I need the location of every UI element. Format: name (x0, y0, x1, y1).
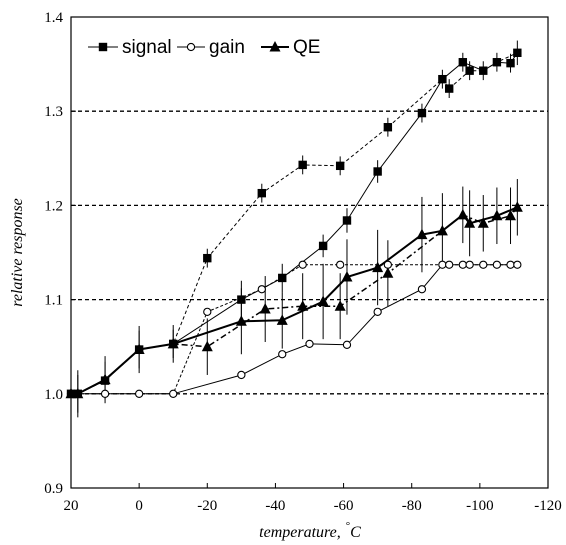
qe-line (71, 206, 518, 395)
signal-point (438, 74, 447, 84)
signal-point (492, 58, 502, 67)
gain-point (373, 307, 382, 316)
gain-point (438, 260, 447, 269)
legend-label-gain: gain (209, 37, 245, 58)
signal-point (506, 58, 515, 68)
QE-point (334, 300, 346, 311)
QE-point (341, 270, 353, 282)
QE-point (477, 217, 489, 228)
gain-point (417, 285, 427, 294)
QE-point (276, 314, 288, 325)
signal-point (342, 216, 352, 225)
gain-point (305, 339, 314, 349)
signal-point (417, 108, 427, 118)
signal-point (373, 167, 382, 176)
legend-marker-signal (98, 42, 108, 52)
x-tick-label: 20 (64, 498, 79, 514)
QE-point (72, 387, 84, 399)
gain-point (492, 260, 502, 269)
gain-point (257, 285, 266, 294)
QE-point (436, 224, 448, 236)
y-tick-label: 1.1 (44, 293, 63, 309)
signal-point (203, 253, 212, 263)
gain-point (465, 260, 474, 269)
y-tick-label: 1.3 (44, 104, 63, 120)
x-tick-label: 0 (135, 498, 143, 514)
data-layer (65, 40, 523, 423)
signal-point (513, 48, 522, 57)
gain-point (479, 260, 488, 269)
x-axis-unit: C (350, 524, 361, 541)
gain-point (134, 389, 144, 398)
QE-point (464, 217, 476, 228)
gain-point (203, 307, 212, 316)
x-tick-label: -120 (534, 498, 562, 514)
signal-point (278, 273, 287, 283)
gain-point (278, 350, 287, 359)
x-axis-unit-degree: ° (346, 520, 350, 532)
QE-point (416, 228, 428, 240)
qe-line-dashed (71, 206, 518, 395)
signal-point (444, 84, 454, 93)
gain-point (237, 370, 246, 380)
y-tick-label: 0.9 (44, 481, 63, 497)
QE-point (235, 315, 247, 326)
plot-frame (70, 16, 549, 489)
y-tick-label: 1.4 (44, 10, 63, 26)
gain-point (298, 260, 307, 269)
QE-point (491, 209, 503, 221)
gain-point (506, 260, 515, 269)
QE-point (201, 340, 213, 352)
legend-label-QE: QE (293, 37, 320, 58)
signal-point (479, 66, 488, 75)
gain-point (169, 389, 178, 398)
QE-point (505, 209, 517, 221)
y-axis-label: relative response (9, 198, 26, 307)
signal-point (298, 160, 307, 170)
axis-ticks: 20 0 -20 -40 -60 -80 -100 -120 0.9 1.0 1.1 1.2 1.3 1.… (44, 10, 562, 514)
signal-point (383, 123, 393, 132)
gain-point (513, 260, 522, 269)
x-tick-label: -40 (265, 498, 285, 514)
x-tick-label: -80 (402, 498, 422, 514)
signal-point (465, 66, 474, 75)
QE-point (133, 343, 145, 355)
legend-marker-gain (186, 42, 196, 52)
gain-line (71, 264, 518, 395)
signal-point (237, 295, 246, 304)
gain-point (100, 389, 110, 398)
x-axis-label: temperature, °C (259, 520, 361, 541)
gain-point (458, 260, 467, 269)
y-tick-label: 1.0 (44, 387, 63, 403)
x-axis-label-text: temperature, (259, 524, 341, 541)
QE-point (317, 295, 329, 306)
signal-point (318, 241, 328, 251)
y-tick-label: 1.2 (44, 198, 63, 214)
QE-point (99, 373, 111, 385)
legend: signal gain QE (79, 26, 331, 68)
x-tick-label: -100 (466, 498, 494, 514)
QE-point (457, 208, 469, 220)
legend-label-signal: signal (122, 37, 172, 58)
gain-point (336, 260, 345, 269)
QE-point (382, 267, 394, 278)
legend-marker-QE (269, 41, 281, 52)
signal-point (335, 161, 345, 171)
gain-line-dashed (71, 264, 518, 395)
x-tick-label: -60 (334, 498, 354, 514)
gain-point (445, 260, 454, 269)
QE-point (259, 303, 271, 314)
gain-point (342, 340, 352, 349)
QE-point (511, 201, 523, 212)
signal-point (257, 188, 266, 198)
signal-point (458, 58, 468, 67)
QE-point (372, 261, 384, 273)
x-tick-label: -20 (197, 498, 217, 514)
QE-point (167, 337, 179, 349)
QE-point (297, 300, 309, 311)
